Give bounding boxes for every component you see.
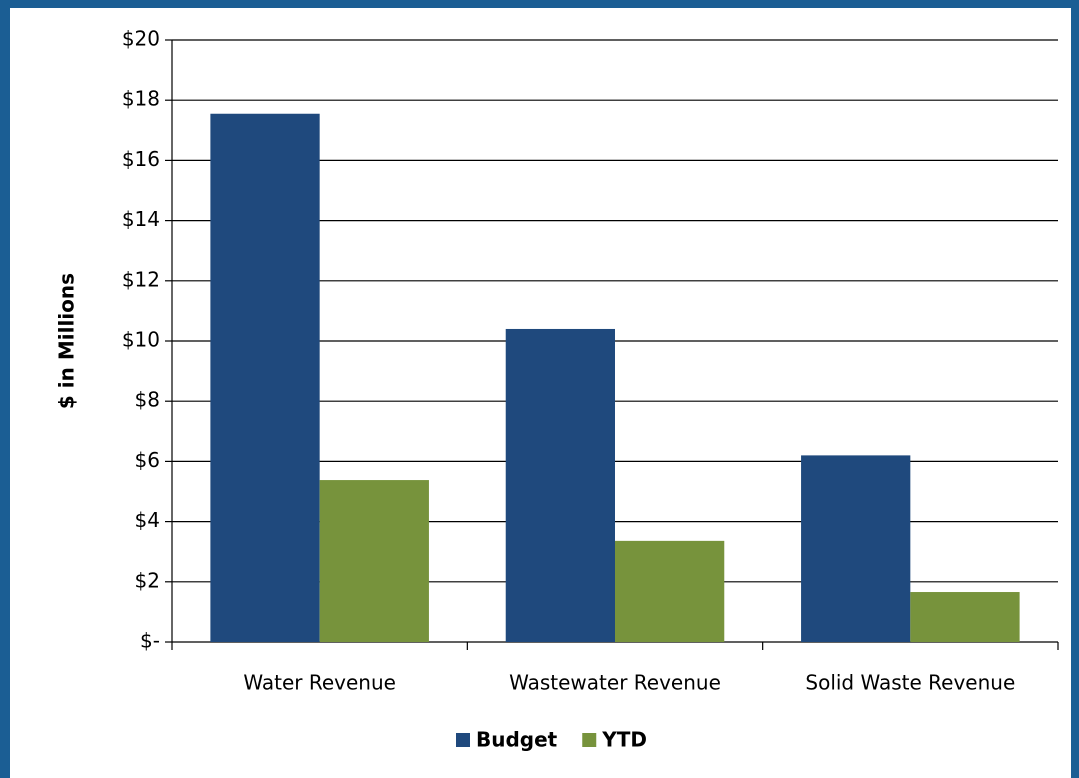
y-axis-label: $ in Millions [55, 273, 79, 409]
y-tick-label: $6 [135, 448, 160, 472]
y-tick-label: $8 [135, 388, 160, 412]
bar [801, 455, 911, 642]
bar [210, 113, 320, 643]
legend-label: YTD [601, 728, 647, 752]
y-tick-label: $2 [135, 568, 160, 592]
y-tick-label: $10 [122, 328, 160, 352]
y-tick-label: $12 [122, 267, 160, 291]
bar [505, 328, 615, 642]
x-tick-label: Water Revenue [243, 671, 396, 695]
legend-swatch [582, 733, 597, 747]
y-tick-label: $16 [122, 147, 160, 171]
legend-swatch [456, 733, 470, 747]
legend-label: Budget [476, 728, 558, 752]
y-tick-label: $20 [122, 27, 160, 51]
bar [615, 540, 725, 642]
y-tick-label: $14 [122, 207, 160, 231]
bar [910, 592, 1020, 642]
bar [319, 480, 429, 642]
x-tick-label: Solid Waste Revenue [805, 671, 1015, 695]
x-tick-label: Wastewater Revenue [509, 671, 721, 695]
y-tick-label: $4 [135, 508, 160, 532]
y-tick-label: $- [140, 629, 160, 653]
y-tick-label: $18 [122, 87, 160, 111]
